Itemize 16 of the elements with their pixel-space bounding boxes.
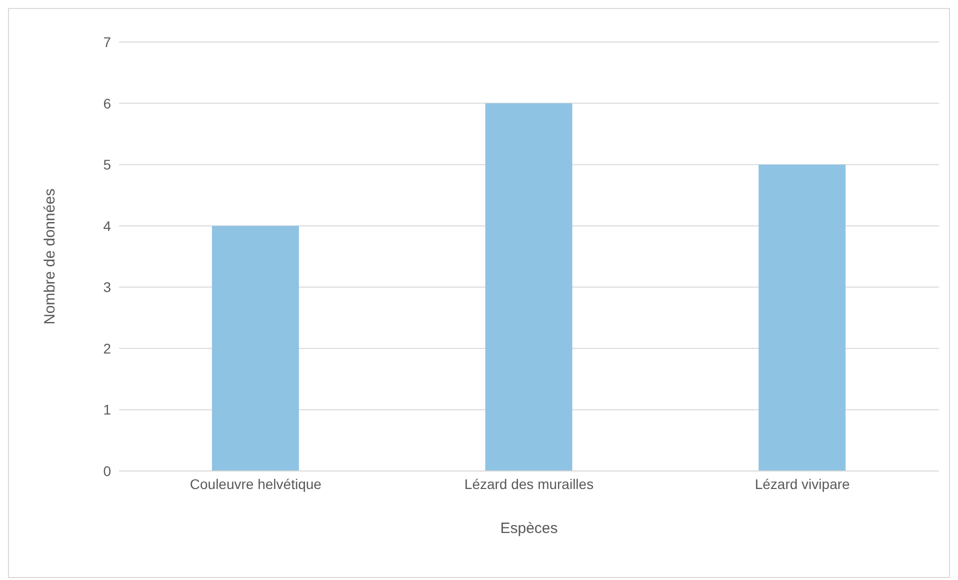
bar xyxy=(212,226,299,471)
y-tick-label: 7 xyxy=(103,34,112,50)
y-tick-label: 6 xyxy=(103,95,112,112)
x-tick-label: Lézard des murailles xyxy=(464,476,594,492)
x-tick-label: Couleuvre helvétique xyxy=(190,476,322,492)
bar xyxy=(485,103,572,471)
y-tick-label: 0 xyxy=(103,462,112,479)
y-tick-label: 4 xyxy=(103,218,112,234)
x-tick-label: Lézard vivipare xyxy=(754,476,850,492)
bar xyxy=(758,164,846,471)
y-tick-label: 5 xyxy=(103,156,112,173)
y-tick-label: 3 xyxy=(103,279,112,296)
y-axis-title: Nombre de données xyxy=(41,188,58,324)
y-tick-label: 1 xyxy=(103,402,112,418)
x-axis-title: Espèces xyxy=(500,520,558,537)
y-tick-label: 2 xyxy=(103,340,112,356)
